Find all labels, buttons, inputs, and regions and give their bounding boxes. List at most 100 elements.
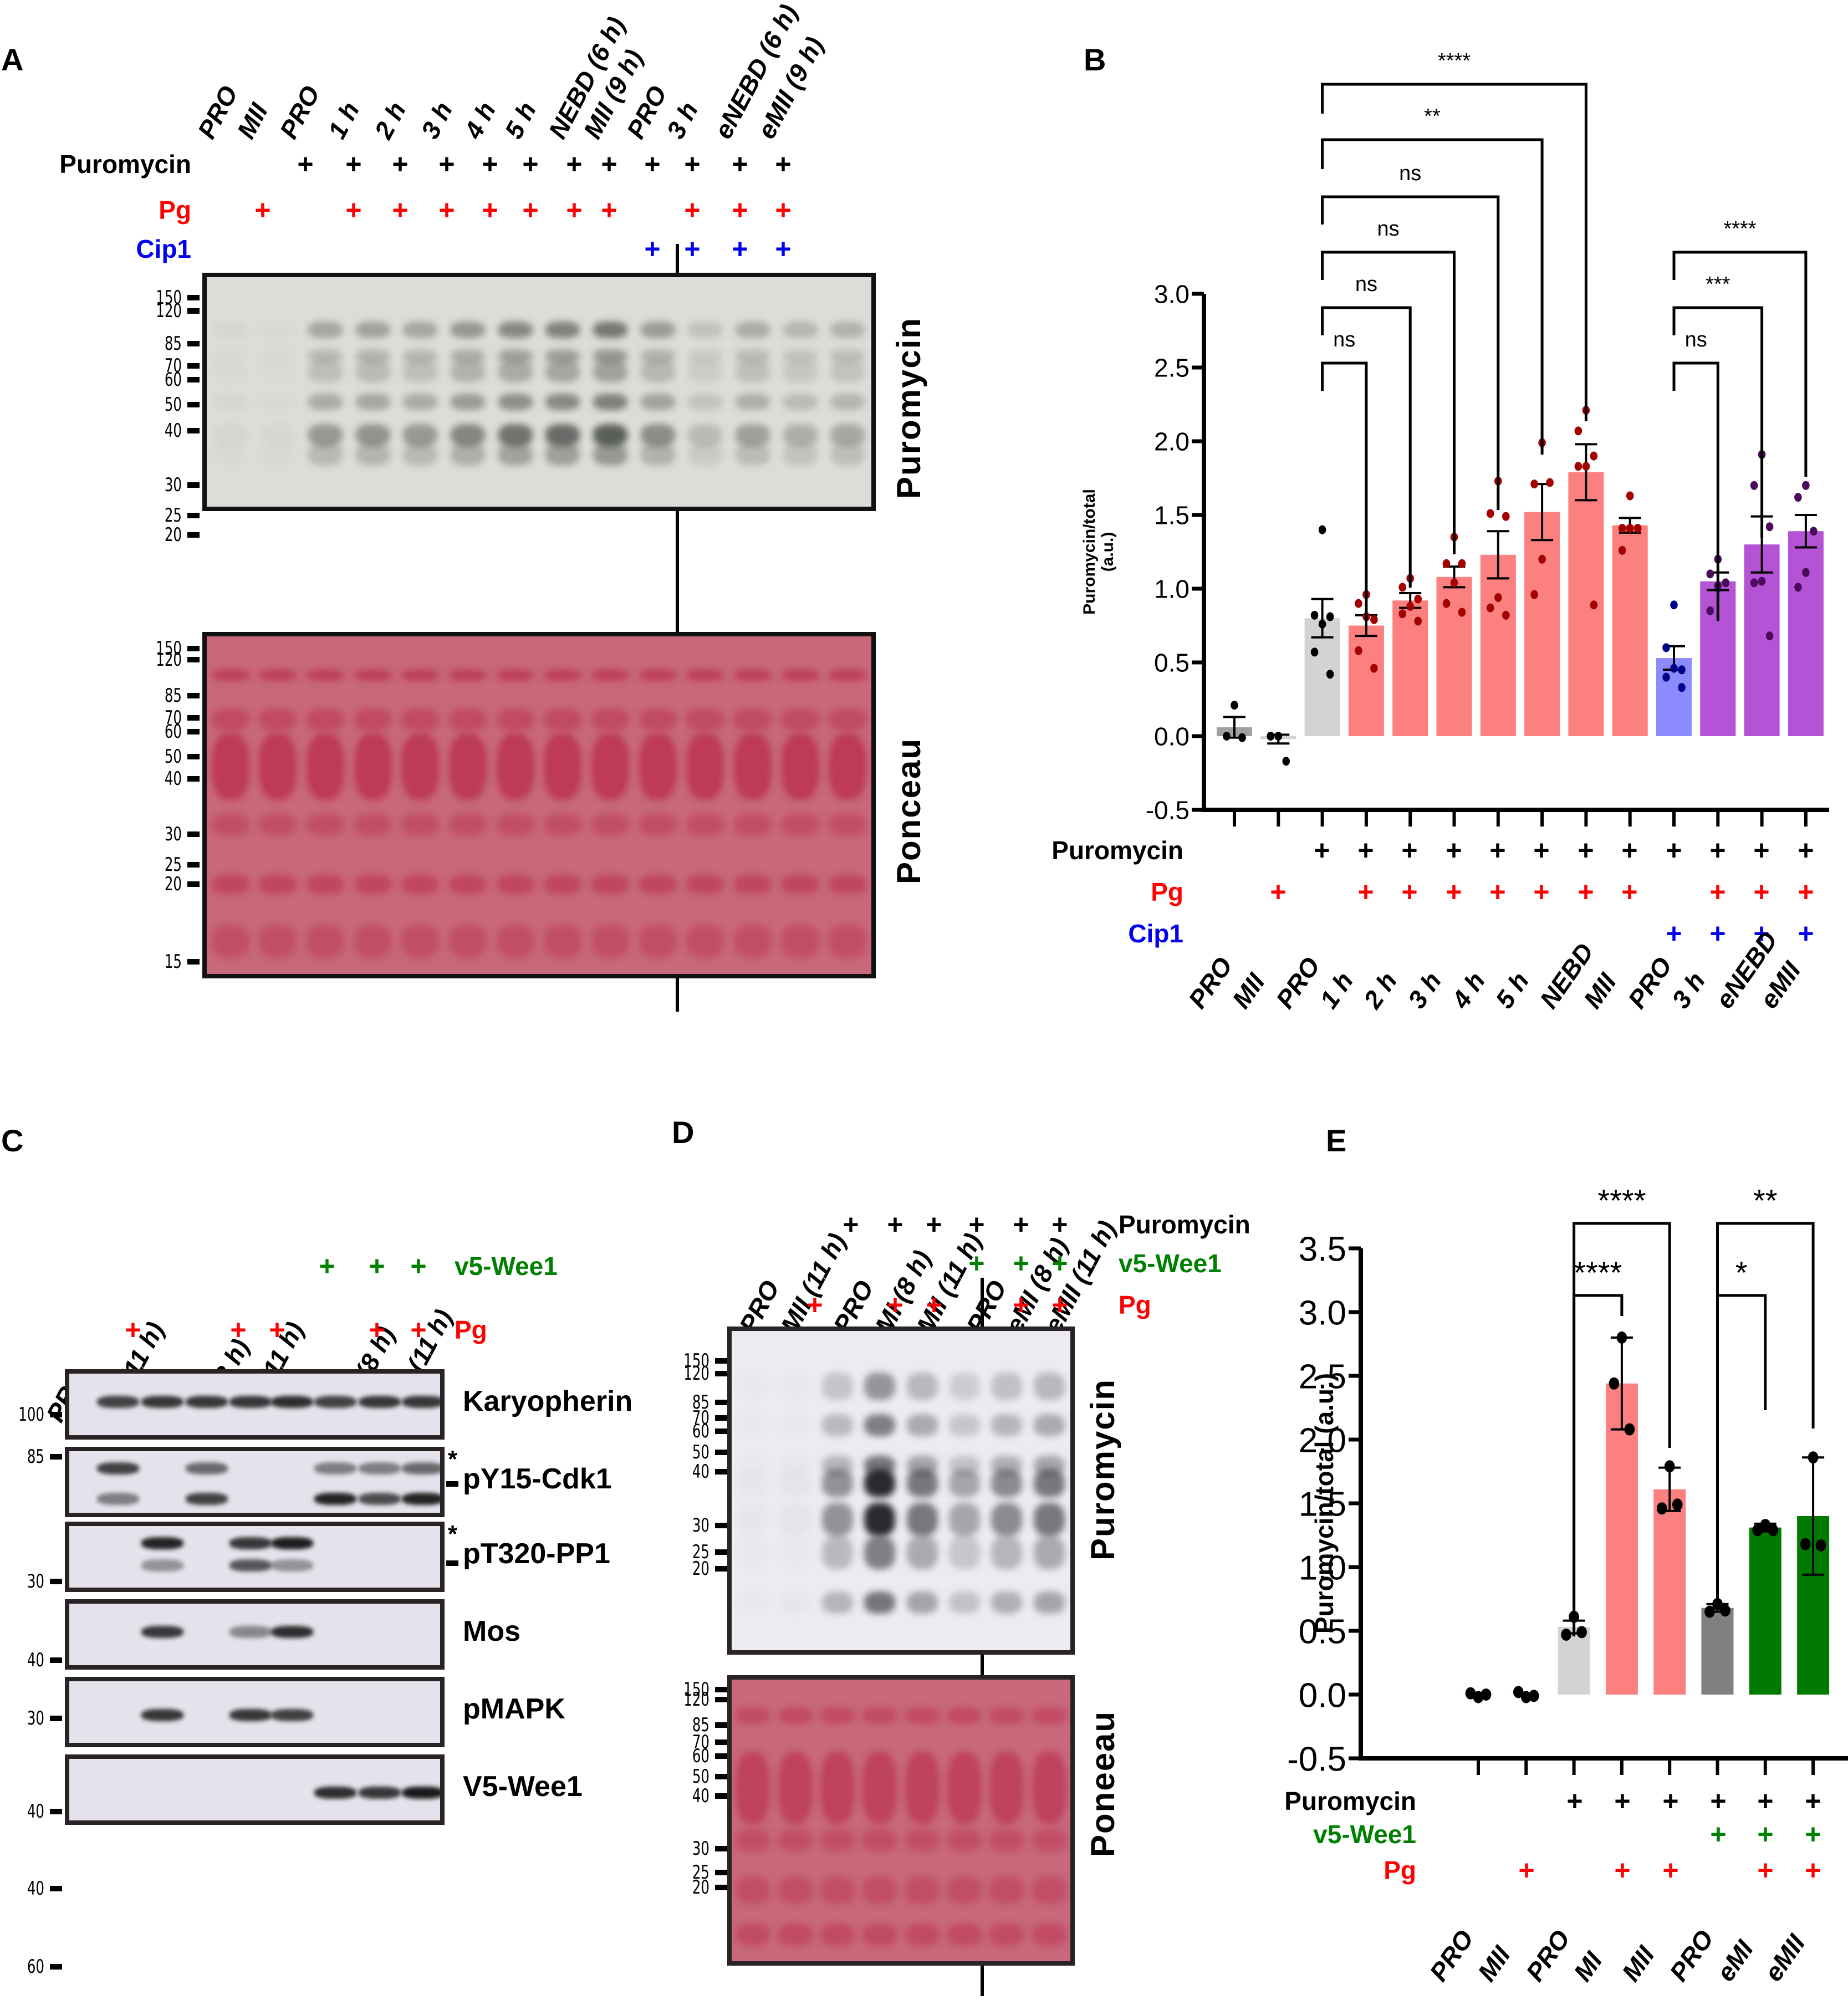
panel-e-data-point — [1513, 1686, 1524, 1698]
panel-a-ponceau-lane — [259, 636, 297, 974]
panel-a-ponceau-band — [591, 814, 629, 836]
panel-b-plus-mark: + — [1666, 835, 1682, 866]
panel-a-puromycin-band — [308, 322, 343, 338]
panel-d-poneeau-mw-label: 30 — [692, 1838, 709, 1860]
panel-a-ponceau-lane — [354, 636, 392, 974]
panel-a-ponceau-band — [354, 925, 392, 958]
panel-a-puromycin-band — [498, 322, 533, 338]
panel-e-data-point — [1808, 1451, 1819, 1464]
panel-d-puromycin-band — [906, 1503, 938, 1536]
panel-a-puromycin-band — [783, 394, 818, 410]
panel-d-poneeau-band — [989, 1924, 1024, 1946]
panel-e-data-point — [1720, 1604, 1730, 1617]
panel-b-data-point — [1590, 600, 1598, 610]
panel-c-mw-tick — [50, 1809, 62, 1814]
panel-a-puromycin-mw-tick — [187, 377, 200, 382]
panel-c-mw-label: 85 — [27, 1446, 44, 1468]
panel-d-poneeau-lane — [947, 1680, 982, 1961]
panel-a-ponceau-band — [449, 670, 487, 681]
panel-c-band — [271, 1537, 313, 1549]
panel-a-plus-mark: + — [254, 195, 271, 226]
panel-a-puromycin-band — [498, 360, 533, 382]
panel-a-puromycin-band — [308, 424, 343, 446]
panel-c-blot-label: Karyopherin — [463, 1385, 633, 1417]
panel-b-bar — [1612, 525, 1648, 736]
panel-d-puromycin-band — [1033, 1414, 1065, 1436]
panel-d-puromycin-blot — [727, 1327, 1075, 1655]
panel-a-ponceau-band — [211, 814, 249, 836]
panel-d-puromycin-band — [821, 1591, 853, 1614]
panel-b-data-point — [1414, 616, 1422, 626]
panel-a-ponceau-band — [496, 733, 534, 800]
panel-a-puromycin-band — [213, 424, 248, 446]
panel-a-ponceau-mw-label: 70 — [164, 707, 182, 729]
panel-d-puromycin-band — [821, 1456, 853, 1475]
panel-e-data-point — [1561, 1628, 1571, 1641]
panel-a-ponceau-lane — [591, 636, 629, 974]
panel-e-treatment-label-pg: Pg — [1384, 1856, 1416, 1885]
panel-a-puromycin-band — [640, 322, 675, 338]
panel-b-data-point — [1758, 576, 1766, 586]
panel-b-data-point — [1487, 509, 1494, 518]
panel-b-data-point — [1633, 523, 1642, 533]
panel-d-puromycin-lane — [991, 1331, 1023, 1650]
panel-c-mw-label: 60 — [27, 1956, 44, 1978]
panel-c-band — [359, 1396, 401, 1408]
panel-e-treatment-label-v5-wee1: v5-Wee1 — [1313, 1820, 1416, 1849]
panel-a-ponceau-band — [259, 670, 297, 681]
panel-e-significance-label: **** — [1574, 1255, 1622, 1290]
panel-c-band — [314, 1493, 356, 1505]
panel-d-puromycin-band — [864, 1536, 896, 1569]
panel-b-plus-mark: + — [1446, 876, 1462, 907]
panel-d-puromycin-lane — [1033, 1331, 1065, 1650]
panel-b-bar — [1524, 512, 1560, 736]
panel-a-puromycin-band — [735, 322, 770, 338]
panel-b-treatment-label-puromycin: Puromycin — [1051, 836, 1183, 865]
panel-e-y-tick-label: -0.5 — [1287, 1740, 1346, 1778]
panel-a-puromycin-mw-tick — [187, 482, 200, 488]
panel-d-puromycin-band — [991, 1591, 1023, 1614]
panel-d-poneeau-band — [736, 1924, 770, 1946]
panel-b-y-tick-label: 2.0 — [1154, 427, 1190, 456]
panel-a-ponceau-band — [829, 733, 867, 800]
panel-d-poneeau-band — [905, 1829, 940, 1851]
panel-a-puromycin-band — [403, 349, 438, 363]
panel-b-significance-bracket — [1672, 306, 1764, 538]
panel-a-ponceau-band — [733, 708, 772, 731]
panel-a-plus-mark: + — [684, 149, 701, 180]
panel-d-puromycin-mw-tick — [715, 1400, 727, 1405]
panel-d-poneeau-mw-tick — [715, 1753, 727, 1759]
panel-a-puromycin-mw-label: 40 — [164, 420, 182, 442]
panel-a-puromycin-lane — [308, 277, 343, 507]
panel-c-band — [271, 1559, 313, 1572]
panel-a-ponceau-lane — [686, 636, 724, 974]
panel-a-ponceau-band — [829, 670, 867, 681]
panel-d-poneeau-band — [1032, 1829, 1066, 1851]
panel-c-blot-label: V5-Wee1 — [463, 1771, 583, 1803]
panel-b-data-point — [1618, 523, 1626, 533]
panel-a-puromycin-band — [688, 424, 723, 446]
panel-a-ponceau-band — [449, 814, 487, 836]
panel-d-poneeau-lane — [820, 1680, 855, 1961]
panel-b-data-point — [1487, 603, 1494, 613]
panel-a-ponceau-lane — [496, 636, 534, 974]
panel-a-plus-mark: + — [345, 149, 362, 180]
panel-c-plus-mark: + — [369, 1314, 385, 1345]
panel-d-puromycin-lane — [949, 1331, 981, 1650]
panel-a-puromycin-mw-tick — [187, 363, 200, 369]
panel-d-divider-bottom — [981, 1966, 984, 1996]
panel-a-puromycin-band — [830, 443, 865, 466]
panel-a-ponceau-band — [259, 875, 297, 894]
panel-a-puromycin-mw-tick — [187, 513, 200, 518]
panel-b-significance-label: ns — [1377, 217, 1399, 241]
panel-a-puromycin-band — [498, 424, 533, 446]
panel-b-data-point — [1802, 481, 1810, 490]
panel-a-ponceau-band — [496, 814, 534, 836]
panel-b-plus-mark: + — [1533, 876, 1550, 907]
panel-b-bar — [1392, 600, 1428, 736]
panel-c-plus-mark: + — [410, 1251, 427, 1282]
panel-a-ponceau-band — [591, 875, 629, 894]
panel-d-puromycin-band — [821, 1536, 853, 1569]
panel-b-y-tick-label: 3.0 — [1154, 280, 1190, 309]
panel-a-puromycin-mw-tick — [187, 532, 200, 538]
